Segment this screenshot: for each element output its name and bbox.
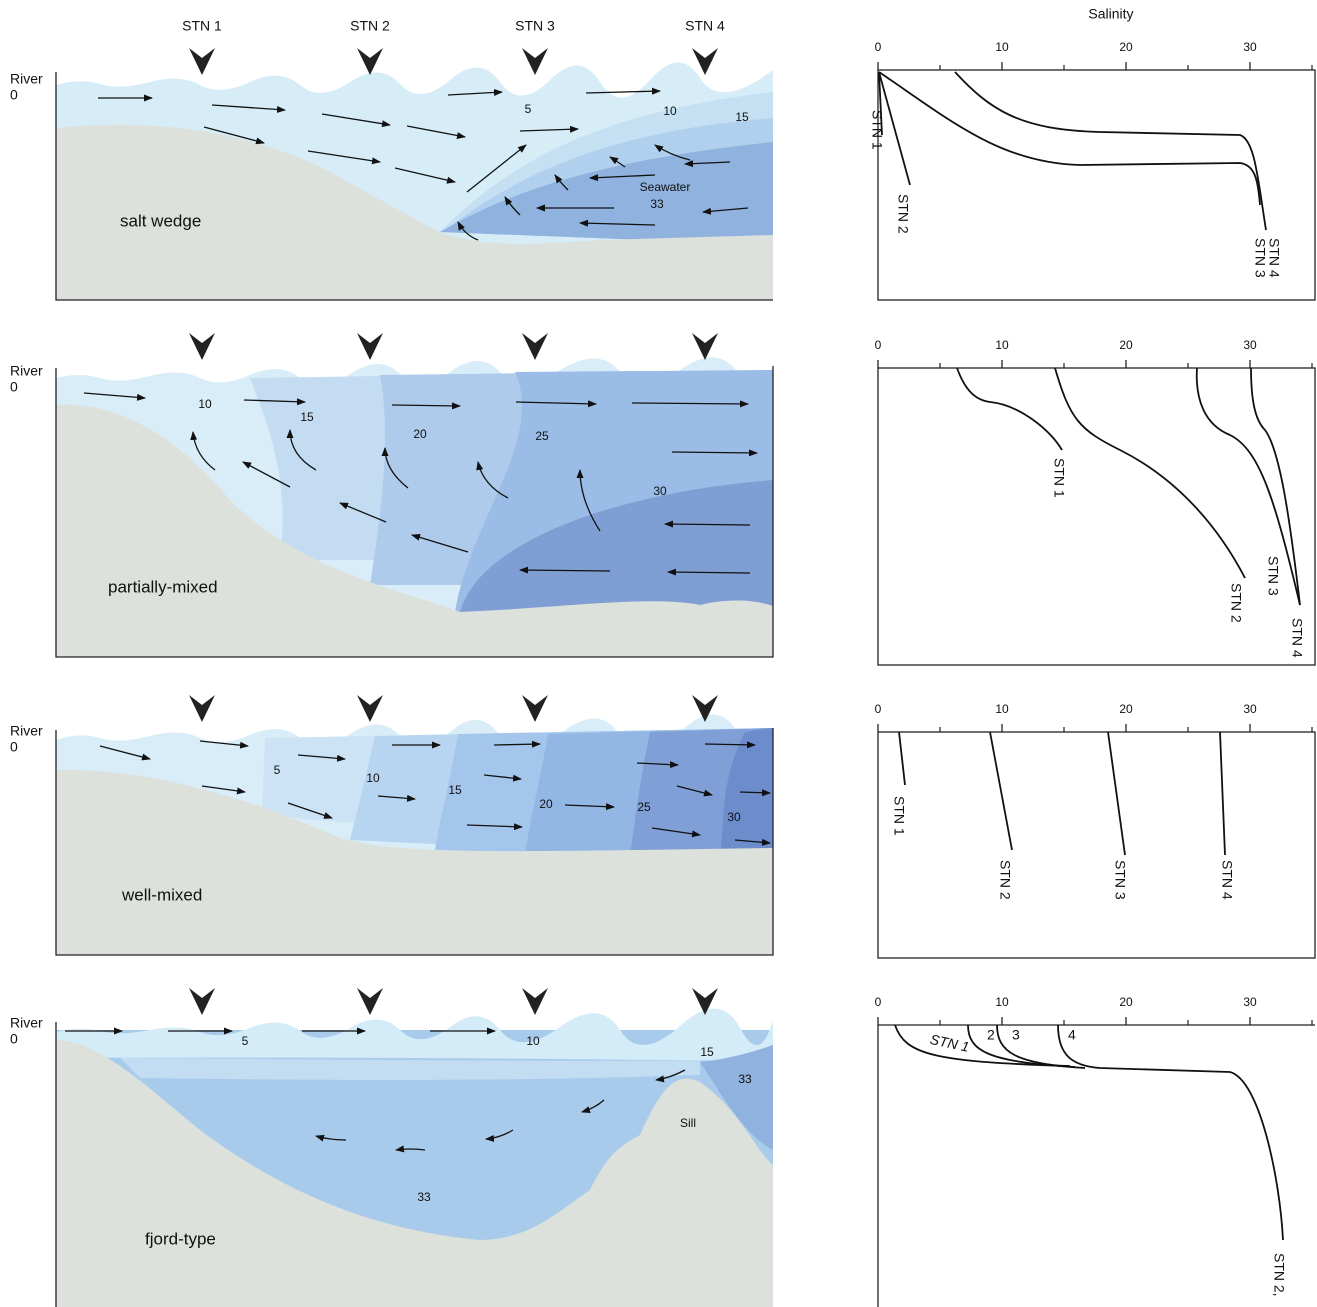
- contour-label: Seawater: [640, 180, 691, 194]
- contour-label: 25: [637, 800, 651, 814]
- river-label: River: [10, 723, 43, 739]
- contour-label: 10: [366, 771, 380, 785]
- axis-tick-label: 30: [1243, 702, 1257, 716]
- profile-plots: [878, 70, 1315, 1307]
- station-marker: [357, 695, 383, 722]
- contour-label: 30: [653, 484, 667, 498]
- profile-label: STN 2: [1228, 583, 1244, 623]
- station-marker: [522, 48, 548, 75]
- axis-tick-label: 30: [1243, 338, 1257, 352]
- contour-label: 33: [738, 1072, 752, 1086]
- station-marker: [189, 695, 215, 722]
- contour-label: 15: [735, 110, 749, 124]
- station-marker: [522, 333, 548, 360]
- well-mixed-section: [56, 714, 773, 955]
- profile-label: 3: [1012, 1027, 1020, 1043]
- contour-label: Sill: [680, 1116, 696, 1130]
- profile-label: 2: [987, 1027, 995, 1043]
- profile-label: STN 1: [869, 110, 885, 150]
- axis-tick-label: 10: [995, 338, 1009, 352]
- profile-label: STN 1: [929, 1031, 971, 1055]
- axis-tick-label: 20: [1119, 338, 1133, 352]
- station-marker: [189, 988, 215, 1015]
- profile-label: STN 2,: [1271, 1253, 1287, 1297]
- axis-tick-label: 0: [875, 995, 882, 1009]
- section-name: salt wedge: [120, 211, 201, 230]
- profile-label: STN 3: [1252, 238, 1268, 278]
- station-label: STN 1: [182, 18, 222, 34]
- axis-tick-label: 10: [995, 702, 1009, 716]
- fjord-section: [56, 1008, 773, 1307]
- contour-label: 20: [413, 427, 427, 441]
- profile-label: STN 4: [1219, 860, 1235, 900]
- station-marker: [189, 333, 215, 360]
- axis-tick-label: 0: [875, 40, 882, 54]
- axis-title: Salinity: [1088, 6, 1133, 22]
- river-mark: 0: [10, 379, 18, 395]
- axis-tick-label: 30: [1243, 40, 1257, 54]
- profile-label: STN 1: [891, 796, 907, 836]
- section-name: fjord-type: [145, 1229, 216, 1248]
- contour-label: 15: [300, 410, 314, 424]
- profile-label: STN 3: [1265, 556, 1281, 596]
- river-mark: 0: [10, 87, 18, 103]
- contour-label: 33: [417, 1190, 431, 1204]
- station-label: STN 2: [350, 18, 390, 34]
- station-marker: [189, 48, 215, 75]
- contour-label: 10: [526, 1034, 540, 1048]
- contour-label: 5: [242, 1034, 249, 1048]
- contour-label: 25: [535, 429, 549, 443]
- river-label: River: [10, 1015, 43, 1031]
- station-label: STN 3: [515, 18, 555, 34]
- contour-label: 15: [700, 1045, 714, 1059]
- contour-label: 15: [448, 783, 462, 797]
- profile-label: 4: [1068, 1027, 1076, 1043]
- station-marker: [357, 988, 383, 1015]
- station-label: STN 4: [685, 18, 725, 34]
- contour-label: 5: [525, 102, 532, 116]
- axis-tick-label: 10: [995, 40, 1009, 54]
- station-marker: [522, 988, 548, 1015]
- station-marker: [692, 48, 718, 75]
- profile-label: STN 3: [1112, 860, 1128, 900]
- profile-label: STN 2: [997, 860, 1013, 900]
- station-marker: [357, 333, 383, 360]
- contour-label: 30: [727, 810, 741, 824]
- contour-label: 10: [663, 104, 677, 118]
- estuary-diagram: STN 1STN 2STN 3STN 4SalinityRiver0salt w…: [0, 0, 1317, 1307]
- axis-tick-label: 0: [875, 702, 882, 716]
- contour-label: 20: [539, 797, 553, 811]
- section-name: partially-mixed: [108, 577, 218, 596]
- axis-tick-label: 10: [995, 995, 1009, 1009]
- axis-tick-label: 20: [1119, 702, 1133, 716]
- river-mark: 0: [10, 1031, 18, 1047]
- profile-label: STN 2: [895, 194, 911, 234]
- river-label: River: [10, 71, 43, 87]
- axis-tick-label: 20: [1119, 40, 1133, 54]
- profile-label: STN 4: [1289, 618, 1305, 658]
- river-mark: 0: [10, 739, 18, 755]
- section-name: well-mixed: [121, 885, 202, 904]
- contour-label: 5: [274, 763, 281, 777]
- contour-label: 33: [650, 197, 664, 211]
- station-marker: [522, 695, 548, 722]
- axis-tick-label: 30: [1243, 995, 1257, 1009]
- river-label: River: [10, 363, 43, 379]
- axis-tick-label: 20: [1119, 995, 1133, 1009]
- contour-label: 10: [198, 397, 212, 411]
- station-marker: [692, 333, 718, 360]
- station-marker: [357, 48, 383, 75]
- profile-label: STN 1: [1051, 458, 1067, 498]
- axis-tick-label: 0: [875, 338, 882, 352]
- partially-mixed-section: [56, 357, 773, 657]
